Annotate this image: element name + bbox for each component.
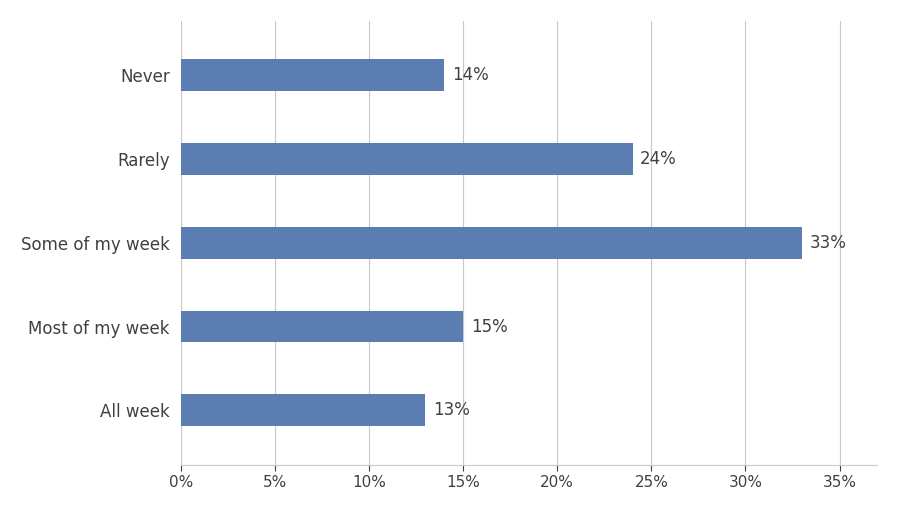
Text: 14%: 14% [452,66,489,84]
Text: 24%: 24% [640,150,677,168]
Bar [180,394,426,426]
Bar [180,311,463,342]
Bar [180,227,802,259]
Text: 15%: 15% [471,317,507,336]
Text: 13%: 13% [433,401,470,420]
Text: 33%: 33% [809,234,846,252]
Bar [180,59,445,91]
Bar [180,143,632,175]
